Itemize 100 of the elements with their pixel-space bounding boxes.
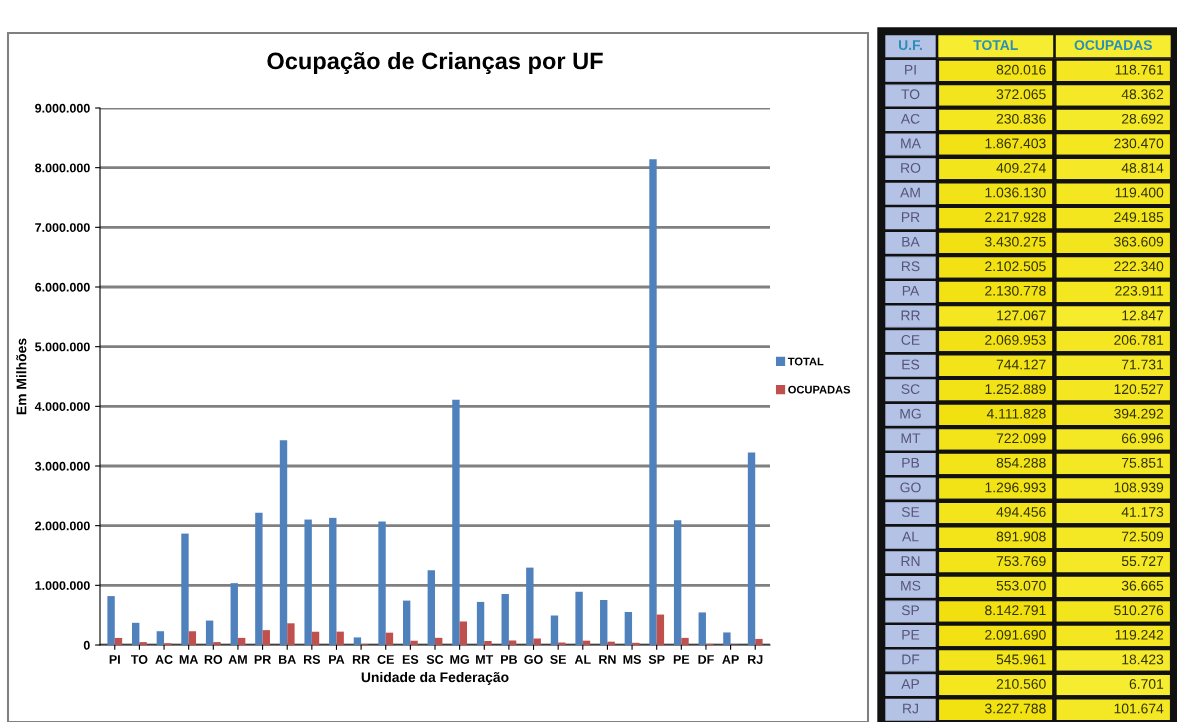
x-tick-label: BA xyxy=(279,655,296,664)
y-tick-label: PE xyxy=(902,630,920,640)
x-tick-label: TO xyxy=(130,655,148,664)
data-label: 3.430.275 xyxy=(985,236,1046,247)
bar xyxy=(402,600,411,645)
data-label: 48.814 xyxy=(1121,163,1164,173)
y-tick-label: 9.000.000 xyxy=(35,103,90,113)
data-label: 120.527 xyxy=(1114,384,1164,395)
data-label: 118.761 xyxy=(1115,64,1164,75)
bar xyxy=(526,567,534,645)
x-tick-label: AP xyxy=(722,655,739,664)
bar xyxy=(139,642,147,645)
data-label: 222.340 xyxy=(1114,261,1164,272)
y-tick-label: PB xyxy=(902,458,920,468)
data-label: 210.560 xyxy=(996,679,1046,689)
bar xyxy=(649,159,657,645)
bar xyxy=(304,519,312,645)
data-label: 2.217.928 xyxy=(985,212,1046,223)
bar xyxy=(575,591,583,645)
x-tick-label: MT xyxy=(476,655,494,664)
data-label: 18.423 xyxy=(1122,654,1164,665)
data-label: 394.292 xyxy=(1114,408,1164,419)
x-tick-label: PA xyxy=(329,655,345,664)
x-tick-label: RN xyxy=(599,655,616,664)
bar xyxy=(410,640,418,645)
data-label: 48.362 xyxy=(1121,89,1164,100)
bar xyxy=(311,631,320,645)
y-tick-label: MT xyxy=(901,433,921,444)
y-tick-label: SE xyxy=(901,507,920,517)
x-tick-label: MS xyxy=(623,655,641,664)
data-label: 75.851 xyxy=(1122,457,1164,468)
x-tick-label: PI xyxy=(109,655,120,664)
data-label: 127.067 xyxy=(997,310,1046,321)
data-label: 119.242 xyxy=(1115,629,1164,640)
bar xyxy=(607,641,615,645)
y-tick-label: CE xyxy=(901,335,920,345)
x-tick-label: ES xyxy=(402,655,419,664)
y-axis-title: U.F. xyxy=(898,40,922,51)
bar xyxy=(156,631,165,645)
data-label: 722.099 xyxy=(996,433,1046,444)
bar xyxy=(681,637,689,645)
bar xyxy=(287,623,295,645)
y-tick-label: RO xyxy=(901,163,921,173)
data-label: 2.130.778 xyxy=(985,285,1046,296)
y-tick-label: MG xyxy=(900,408,921,419)
data-label: 41.173 xyxy=(1121,507,1164,517)
y-tick-label: 4.000.000 xyxy=(34,402,90,411)
y-tick-label: RS xyxy=(901,261,920,272)
data-label: 2.069.953 xyxy=(985,335,1046,345)
bar xyxy=(508,640,517,645)
data-label: 108.939 xyxy=(1114,482,1164,493)
x-tick-label: RS xyxy=(303,655,321,664)
data-label: 249.185 xyxy=(1114,212,1164,223)
bar xyxy=(673,520,682,645)
data-label: 12.847 xyxy=(1122,310,1164,321)
data-label: 891.908 xyxy=(996,531,1046,542)
data-label: 119.400 xyxy=(1115,187,1164,198)
bar xyxy=(336,631,344,645)
y-tick-label: AM xyxy=(900,187,920,198)
y-tick-label: ES xyxy=(902,359,920,370)
bar xyxy=(484,641,492,645)
y-tick-label: 5.000.000 xyxy=(35,342,90,352)
bar xyxy=(435,637,443,645)
bar xyxy=(550,615,559,645)
chart-title: Ocupação de Crianças por UF xyxy=(267,52,603,75)
bar xyxy=(205,620,214,645)
x-tick-label: PB xyxy=(501,655,518,664)
x-tick-label: AL xyxy=(574,655,591,664)
bar xyxy=(452,399,460,645)
data-label: 28.692 xyxy=(1122,113,1164,124)
data-label: 55.727 xyxy=(1121,556,1164,567)
x-tick-label: RJ xyxy=(748,655,763,664)
bar xyxy=(230,583,238,645)
x-tick-label: SE xyxy=(550,655,567,664)
data-label: 101.674 xyxy=(1114,703,1164,714)
bar xyxy=(656,614,665,645)
y-tick-label: PR xyxy=(901,212,920,222)
bar xyxy=(747,452,756,645)
data-label: 36.665 xyxy=(1121,580,1164,591)
bar xyxy=(255,512,263,645)
data-label: 2.102.505 xyxy=(985,261,1046,272)
data-label: 1.867.403 xyxy=(985,138,1046,149)
data-label: 230.470 xyxy=(1114,138,1164,149)
x-tick-label: RR xyxy=(352,655,370,664)
y-tick-label: AC xyxy=(900,113,920,124)
data-label: 8.142.791 xyxy=(985,605,1046,616)
y-tick-label: 8.000.000 xyxy=(35,163,90,173)
bar xyxy=(114,637,123,645)
data-label: 206.781 xyxy=(1114,335,1164,345)
x-tick-label: PR xyxy=(254,655,271,664)
y-tick-label: AP xyxy=(901,679,920,689)
data-label: 545.961 xyxy=(996,654,1046,665)
bar xyxy=(107,596,115,645)
x-tick-label: CE xyxy=(377,655,394,664)
bar xyxy=(698,612,706,645)
x-tick-label: MA xyxy=(179,655,199,664)
y-tick-label: PI xyxy=(905,64,916,75)
data-label: 3.227.788 xyxy=(985,703,1046,714)
y-axis-title: Em Milhões xyxy=(16,338,27,415)
data-label: 1.296.993 xyxy=(985,482,1046,493)
